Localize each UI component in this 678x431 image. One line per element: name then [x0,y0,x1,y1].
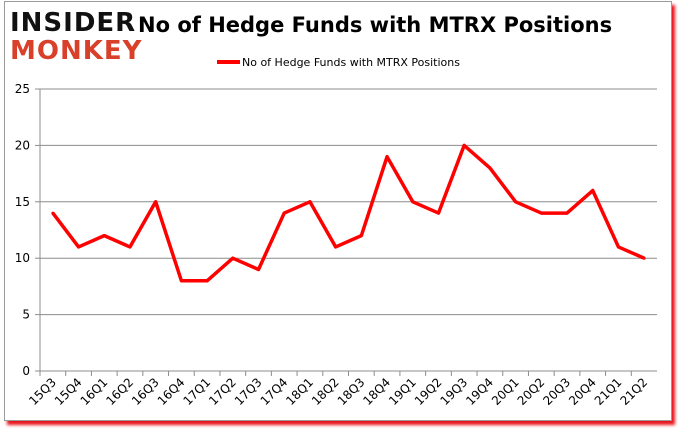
x-tick-label: 17Q3 [232,375,265,408]
data-point [591,189,595,193]
data-point [77,245,81,249]
data-point [102,234,106,238]
x-tick-label: 16Q1 [78,375,111,408]
data-point [128,245,132,249]
logo-line1: INSIDER [10,8,137,38]
data-point [179,279,183,283]
x-tick-label: 16Q4 [155,375,188,408]
data-point [334,245,338,249]
x-tick-label: 16Q2 [103,375,136,408]
x-tick-label: 19Q1 [386,375,419,408]
x-tick-label: 15Q4 [52,375,85,408]
chart-title: No of Hedge Funds with MTRX Positions [138,13,613,37]
x-tick-label: 20Q4 [566,375,599,408]
data-point [616,245,620,249]
data-point [231,256,235,260]
y-tick-label: 0 [22,364,30,378]
data-point [514,200,518,204]
series-line [51,143,645,283]
x-tick-label: 18Q2 [309,375,342,408]
data-point [359,234,363,238]
x-tick-label: 15Q3 [26,375,59,408]
x-tick-label: 18Q1 [283,375,316,408]
logo-line2: MONKEY [10,36,143,66]
x-tick-label: 19Q4 [463,375,496,408]
x-tick-label: 16Q3 [129,375,162,408]
x-tick-label: 20Q2 [515,375,548,408]
data-point [385,155,389,159]
data-point [642,256,646,260]
data-point [257,267,261,271]
data-point [539,211,543,215]
x-tick-label: 17Q2 [206,375,239,408]
data-point [205,279,209,283]
x-tick-label: 17Q1 [180,375,213,408]
legend-label: No of Hedge Funds with MTRX Positions [242,56,460,69]
x-tick-label: 17Q4 [258,375,291,408]
data-point [51,211,55,215]
data-point [308,200,312,204]
data-point [282,211,286,215]
y-tick-label: 10 [15,251,30,265]
x-tick-label: 19Q3 [438,375,471,408]
x-tick-label: 18Q4 [360,375,393,408]
x-tick-label: 20Q1 [489,375,522,408]
x-tick-label: 19Q2 [412,375,445,408]
data-point [488,166,492,170]
y-tick-label: 25 [15,82,30,96]
chart-frame [4,1,672,421]
x-tick-label: 18Q3 [335,375,368,408]
insider-monkey-logo: INSIDER MONKEY [10,8,142,66]
y-tick-label: 5 [22,308,30,322]
data-point [565,211,569,215]
x-tick-label: 21Q2 [617,375,650,408]
x-tick-label: 20Q3 [540,375,573,408]
y-tick-label: 20 [15,138,30,152]
x-tick-label: 21Q1 [592,375,625,408]
data-point [436,211,440,215]
data-point [411,200,415,204]
y-tick-label: 15 [15,195,30,209]
data-point [462,143,466,147]
data-point [154,200,158,204]
